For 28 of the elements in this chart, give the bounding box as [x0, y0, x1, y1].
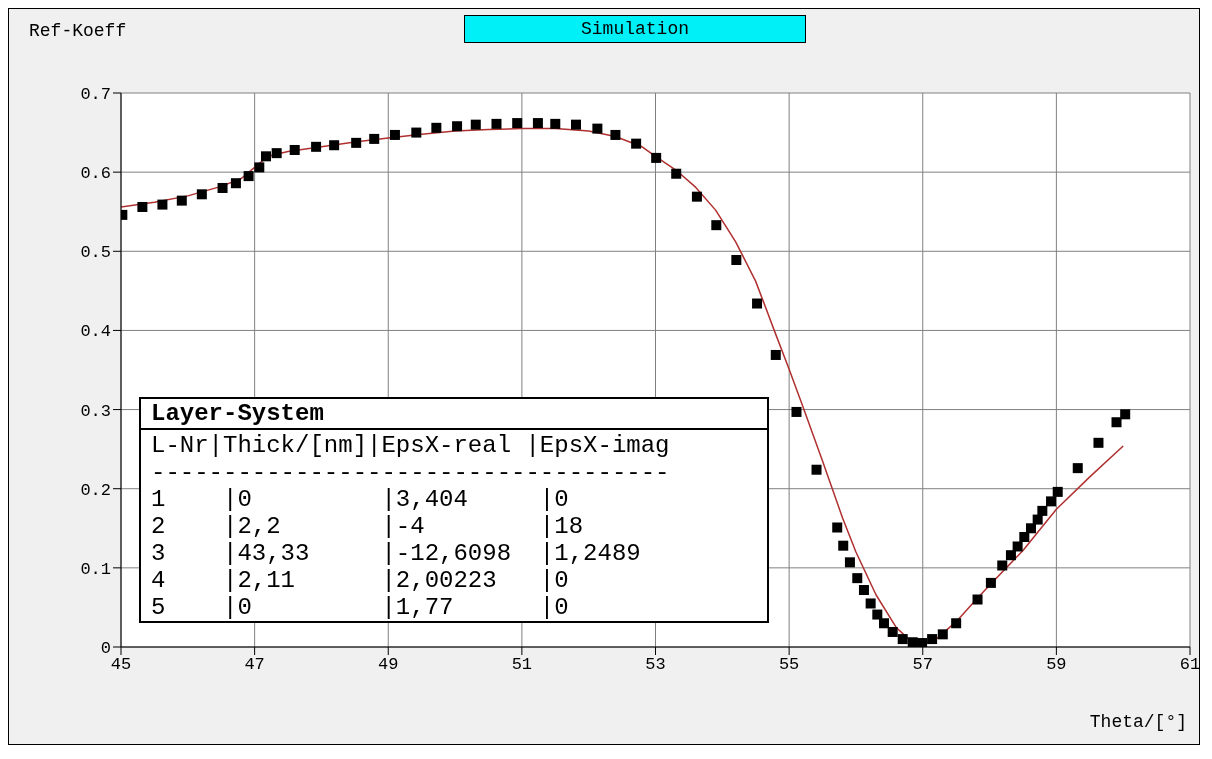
x-tick-label: 47 — [244, 655, 265, 675]
annotation: 1 |0 |3,404 |0 — [151, 486, 570, 513]
x-axis-title: Theta/[°] — [1089, 712, 1187, 732]
annotation: 5 |0 |1,77 |0 — [151, 594, 570, 621]
y-tick-label: 0 — [100, 639, 111, 659]
annotation: 4 |2,11 |2,00223 |0 — [151, 567, 570, 594]
x-tick-label: 53 — [645, 655, 666, 675]
x-tick-label: 59 — [1046, 655, 1067, 675]
y-tick-label: 0.1 — [80, 559, 111, 579]
y-tick-label: 0.4 — [80, 322, 111, 342]
y-tick-label: 0.5 — [80, 243, 111, 263]
annotation: 3 |43,33 |-12,6098 |1,2489 — [151, 540, 642, 567]
y-tick-label: 0.2 — [80, 480, 111, 500]
y-axis-title: Ref-Koeff — [29, 21, 127, 41]
x-tick-label: 45 — [110, 655, 132, 675]
x-tick-label: 55 — [778, 655, 800, 675]
x-tick-label: 49 — [378, 655, 399, 675]
x-tick-label: 57 — [912, 655, 933, 675]
y-tick-label: 0.6 — [80, 164, 111, 184]
x-tick-label: 61 — [1179, 655, 1201, 675]
x-tick-label: 51 — [511, 655, 533, 675]
annotation: L-Nr|Thick/[nm]|EpsX-real |EpsX-imag — [151, 432, 671, 459]
annotation: 2 |2,2 |-4 |18 — [151, 513, 585, 540]
annotation: ------------------------------------ — [151, 459, 671, 486]
y-tick-label: 0.7 — [80, 85, 111, 105]
y-tick-label: 0.3 — [80, 401, 111, 421]
annotation: Layer-System — [141, 399, 767, 430]
chart-title: Simulation — [464, 15, 806, 43]
